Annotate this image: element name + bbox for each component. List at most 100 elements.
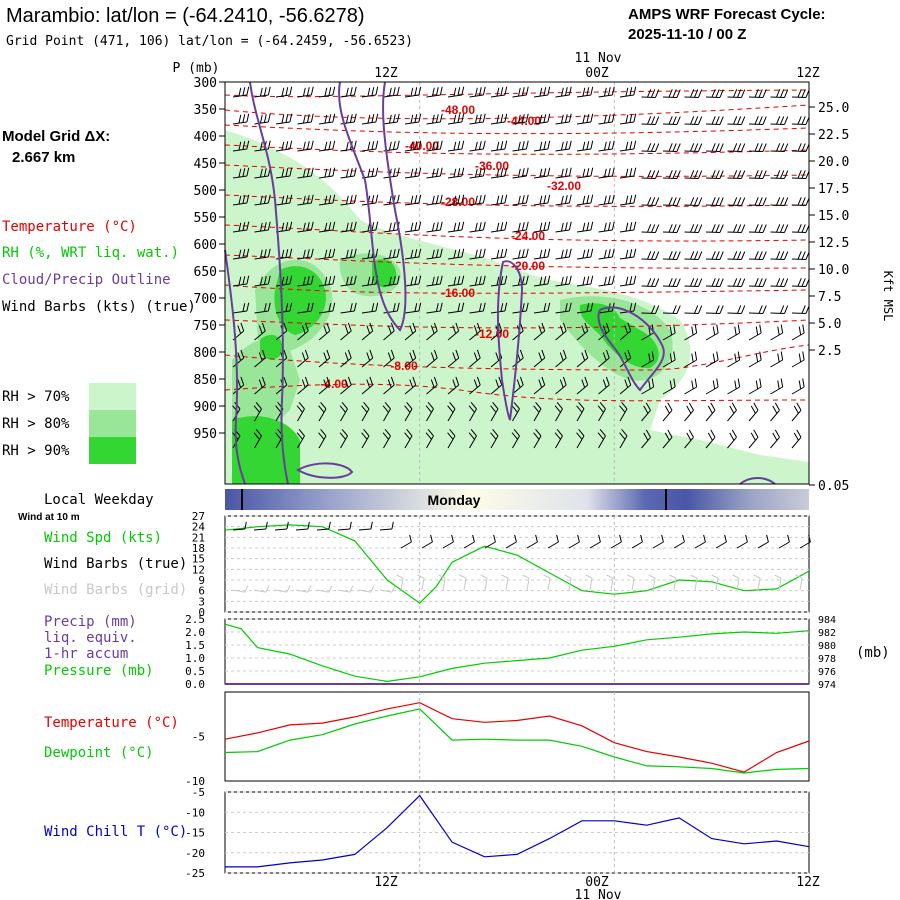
- grid-wind-barb: [337, 585, 354, 593]
- wind-barb: [253, 428, 262, 449]
- wind-barb: [770, 89, 789, 98]
- pressure-tick-label: 400: [194, 130, 217, 145]
- cycle-label: AMPS WRF Forecast Cycle:: [628, 6, 826, 23]
- wind-barb: [447, 140, 465, 152]
- wind-barb: [641, 402, 651, 422]
- precip-label-3: 1-hr accum: [44, 646, 128, 662]
- wind-barb: [361, 322, 374, 341]
- wind-barb: [598, 376, 610, 395]
- cloud-outline: [338, 81, 407, 332]
- pressure-tick-label: 450: [194, 157, 217, 172]
- wind-barb: [340, 322, 352, 341]
- wind-barb: [705, 324, 719, 341]
- grid-spacing-title: Model Grid ΔX:: [2, 128, 110, 145]
- grid-wind-barb: [232, 585, 249, 593]
- wind-barb: [254, 376, 266, 395]
- wind-barb: [490, 376, 503, 395]
- wind-barb: [383, 86, 400, 98]
- wind-barb: [232, 302, 250, 314]
- temperature-contour: [224, 164, 810, 177]
- grid-wind-barb: [274, 585, 291, 593]
- wind-barb: [512, 86, 529, 98]
- pressure-line: [224, 623, 810, 683]
- wind-barb: [705, 351, 719, 368]
- wind-barb: [297, 349, 309, 368]
- wind-barb: [684, 305, 703, 314]
- wind-barb: [382, 401, 391, 422]
- wind-barb: [662, 305, 681, 314]
- wind-barb: [425, 428, 434, 449]
- wind-barb: [662, 143, 681, 152]
- top-date-label: 11 Nov: [575, 51, 622, 66]
- wind-barb: [684, 197, 703, 206]
- surface-wind-barb: [757, 534, 769, 549]
- surface-wind-barb: [274, 521, 289, 531]
- wind-barb: [662, 116, 681, 125]
- wind-barb: [297, 221, 314, 233]
- pressure-tick-label: 500: [194, 184, 217, 199]
- grid-spacing-value: 2.667 km: [12, 149, 75, 166]
- wind-barb: [340, 86, 357, 98]
- wind-barbs-upper: [232, 86, 810, 449]
- contour-label: -24.00: [511, 229, 545, 243]
- height-tick-label: 25.0: [818, 101, 849, 116]
- wind-barb: [232, 376, 245, 395]
- wind-barb: [748, 324, 762, 341]
- wind-barb: [684, 324, 698, 341]
- wind-barb: [469, 86, 486, 98]
- y-tick-label: 1.0: [185, 652, 205, 665]
- wind-barb: [447, 428, 456, 449]
- wind-barb: [340, 194, 357, 206]
- y-tick-label-right: 976: [818, 667, 836, 678]
- wind-barb: [705, 429, 716, 449]
- wind-barb: [404, 167, 422, 179]
- wind-barb: [469, 113, 486, 125]
- temperature-line: [224, 702, 810, 773]
- wind-barb: [770, 197, 789, 206]
- wind-barb: [361, 302, 379, 314]
- contour-label: -12.00: [475, 327, 509, 341]
- wind-barb: [318, 167, 336, 179]
- wind-barb: [555, 167, 572, 179]
- wind-barb: [598, 248, 615, 260]
- wind-barb: [748, 89, 767, 98]
- wind-barb: [340, 376, 352, 395]
- wind-barb: [727, 251, 746, 260]
- wind-barb: [469, 322, 481, 341]
- wind-barb: [469, 140, 486, 152]
- precip-label: Precip (mm): [44, 614, 137, 630]
- wind-barb: [318, 376, 331, 395]
- top-tick-12z: 12Z: [374, 66, 398, 81]
- wind-barb: [555, 349, 567, 368]
- wind-barb: [404, 113, 422, 125]
- wind-barb: [382, 428, 391, 449]
- wind-barb: [576, 401, 585, 422]
- wind-barb: [748, 402, 759, 422]
- height-tick-label: 5.0: [818, 317, 841, 332]
- pressure-tick-label: 950: [194, 427, 217, 442]
- wind-barb: [318, 194, 336, 206]
- wind-barb: [404, 221, 422, 233]
- wind-barb: [254, 248, 271, 260]
- surface-wind-barb: [694, 534, 706, 549]
- rh-legend-label-70: RH > 70%: [2, 389, 70, 405]
- wind-barb: [684, 429, 694, 449]
- height-tick-label: 17.5: [818, 182, 849, 197]
- wind-barb: [748, 351, 762, 368]
- wind-barb: [684, 89, 703, 98]
- wind-speed-label: Wind Spd (kts): [44, 530, 162, 546]
- wind-barb: [662, 324, 676, 341]
- wind-barb: [447, 322, 460, 341]
- cloud-outlines: [224, 81, 776, 485]
- height-tick-labels: 25.0 22.5 20.0 17.5 15.0 12.5 10.0 7.5 5.0 2.5 0.0…: [809, 101, 849, 494]
- wind-barb: [318, 140, 336, 152]
- wind-barb: [791, 351, 805, 368]
- grid-wind-barb: [253, 585, 270, 593]
- cloud-outline: [739, 477, 776, 485]
- y-tick-label: 21: [192, 531, 205, 544]
- wind-barb: [705, 170, 724, 179]
- wind-barb: [598, 167, 615, 179]
- rh-swatch-70: [89, 383, 136, 410]
- contour-label: -48.00: [441, 103, 475, 117]
- wind-barb: [727, 116, 746, 125]
